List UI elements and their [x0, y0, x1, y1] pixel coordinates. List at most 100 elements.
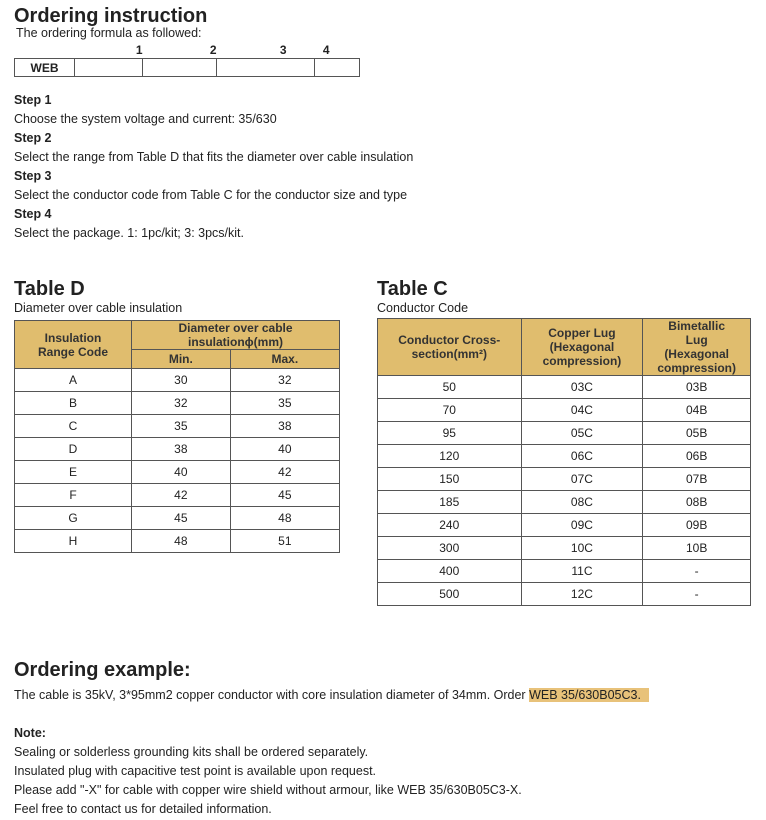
step-label: Step 3: [14, 169, 52, 183]
table-cell: 400: [377, 559, 522, 583]
table-cell: 03B: [642, 375, 751, 399]
note-title: Note:: [14, 726, 46, 740]
table-cell: 48: [131, 529, 231, 553]
table-row: E 40 42: [14, 460, 341, 484]
table-cell: 04B: [642, 398, 751, 422]
table-cell: 50: [377, 375, 522, 399]
table-cell: 07B: [642, 467, 751, 491]
table-row: H 48 51: [14, 529, 341, 553]
step-text: Select the range from Table D that fits …: [14, 150, 414, 164]
table-cell: 51: [229, 529, 341, 553]
example-title: Ordering example:: [14, 659, 191, 681]
table-cell: 120: [377, 444, 522, 468]
table-cell: C: [14, 414, 132, 438]
col-bimetallic: Bimetallic Lug (Hexagonal compression): [642, 318, 751, 376]
table-cell: 03C: [520, 375, 644, 399]
table-cell: 09B: [642, 513, 751, 537]
table-cell: 06B: [642, 444, 751, 468]
table-row: 95 05C 05B: [377, 421, 751, 445]
table-cell: E: [14, 460, 132, 484]
table-cell: 05C: [520, 421, 644, 445]
table-row: A 30 32: [14, 368, 341, 392]
table-cell: 30: [131, 368, 231, 392]
table-cell: 45: [229, 483, 341, 507]
table-cell: 300: [377, 536, 522, 560]
table-row: 185 08C 08B: [377, 490, 751, 514]
table-cell: 240: [377, 513, 522, 537]
table-row: 300 10C 10B: [377, 536, 751, 560]
step-label: Step 2: [14, 131, 52, 145]
table-cell: H: [14, 529, 132, 553]
table-cell: 95: [377, 421, 522, 445]
col-max: Max.: [229, 349, 341, 369]
table-cell: 12C: [520, 582, 644, 606]
table-cell: 70: [377, 398, 522, 422]
table-row: B 32 35: [14, 391, 341, 415]
table-cell: 35: [229, 391, 341, 415]
table-cell: 04C: [520, 398, 644, 422]
table-row: 150 07C 07B: [377, 467, 751, 491]
table-cell: 35: [131, 414, 231, 438]
steps: Step 1 Choose the system voltage and curr…: [14, 91, 413, 243]
step-text: Select the conductor code from Table C f…: [14, 188, 408, 202]
table-d: Insulation Range Code Diameter over cabl…: [14, 320, 341, 553]
table-cell: 40: [229, 437, 341, 461]
table-cell: -: [642, 582, 751, 606]
table-cell: 38: [131, 437, 231, 461]
note: Note: Sealing or solderless grounding ki…: [14, 724, 522, 819]
note-line: Insulated plug with capacitive test poin…: [14, 764, 377, 778]
note-line: Feel free to contact us for detailed inf…: [14, 802, 272, 816]
table-cell: 42: [131, 483, 231, 507]
table-cell: 08C: [520, 490, 644, 514]
step-label: Step 1: [14, 93, 52, 107]
table-row: 70 04C 04B: [377, 398, 751, 422]
table-row: 240 09C 09B: [377, 513, 751, 537]
table-cell: 05B: [642, 421, 751, 445]
step-text: Choose the system voltage and current: 3…: [14, 112, 277, 126]
step-label: Step 4: [14, 207, 52, 221]
table-cell: G: [14, 506, 132, 530]
table-cell: A: [14, 368, 132, 392]
table-row: F 42 45: [14, 483, 341, 507]
table-cell: 10B: [642, 536, 751, 560]
table-cell: -: [642, 559, 751, 583]
table-cell: 45: [131, 506, 231, 530]
formula-num: 4: [322, 42, 330, 57]
col-conductor: Conductor Cross-section(mm²): [377, 318, 522, 376]
table-d-subtitle: Diameter over cable insulation: [14, 301, 183, 315]
table-row: 500 12C -: [377, 582, 751, 606]
table-cell: 40: [131, 460, 231, 484]
table-cell: 11C: [520, 559, 644, 583]
table-row: 50 03C 03B: [377, 375, 751, 399]
table-cell: 32: [229, 368, 341, 392]
table-cell: 38: [229, 414, 341, 438]
table-c-title: Table C: [377, 278, 448, 300]
formula-num: 3: [279, 42, 287, 57]
order-code-highlight: WEB 35/630B05C3.: [529, 688, 649, 702]
table-cell: D: [14, 437, 132, 461]
table-cell: 06C: [520, 444, 644, 468]
formula-table: 1 2 3 4 WEB: [14, 41, 360, 77]
table-row: G 45 48: [14, 506, 341, 530]
note-line: Please add "-X" for cable with copper wi…: [14, 783, 522, 797]
table-cell: 185: [377, 490, 522, 514]
table-cell: 150: [377, 467, 522, 491]
table-d-title: Table D: [14, 278, 85, 300]
formula-num: 1: [135, 42, 143, 57]
table-cell: F: [14, 483, 132, 507]
table-cell: 42: [229, 460, 341, 484]
step-text: Select the package. 1: 1pc/kit; 3: 3pcs/…: [14, 226, 244, 240]
example-sentence: The cable is 35kV, 3*95mm2 copper conduc…: [14, 688, 530, 702]
page-title: Ordering instruction: [14, 5, 208, 27]
table-cell: 32: [131, 391, 231, 415]
table-cell: 09C: [520, 513, 644, 537]
table-cell: 08B: [642, 490, 751, 514]
table-c: Conductor Cross-section(mm²) Copper Lug …: [377, 318, 751, 606]
formula-num: 2: [209, 42, 217, 57]
col-min: Min.: [131, 349, 231, 369]
formula-caption: The ordering formula as followed:: [16, 26, 202, 40]
table-cell: 500: [377, 582, 522, 606]
note-line: Sealing or solderless grounding kits sha…: [14, 745, 369, 759]
table-row: C 35 38: [14, 414, 341, 438]
table-cell: 48: [229, 506, 341, 530]
